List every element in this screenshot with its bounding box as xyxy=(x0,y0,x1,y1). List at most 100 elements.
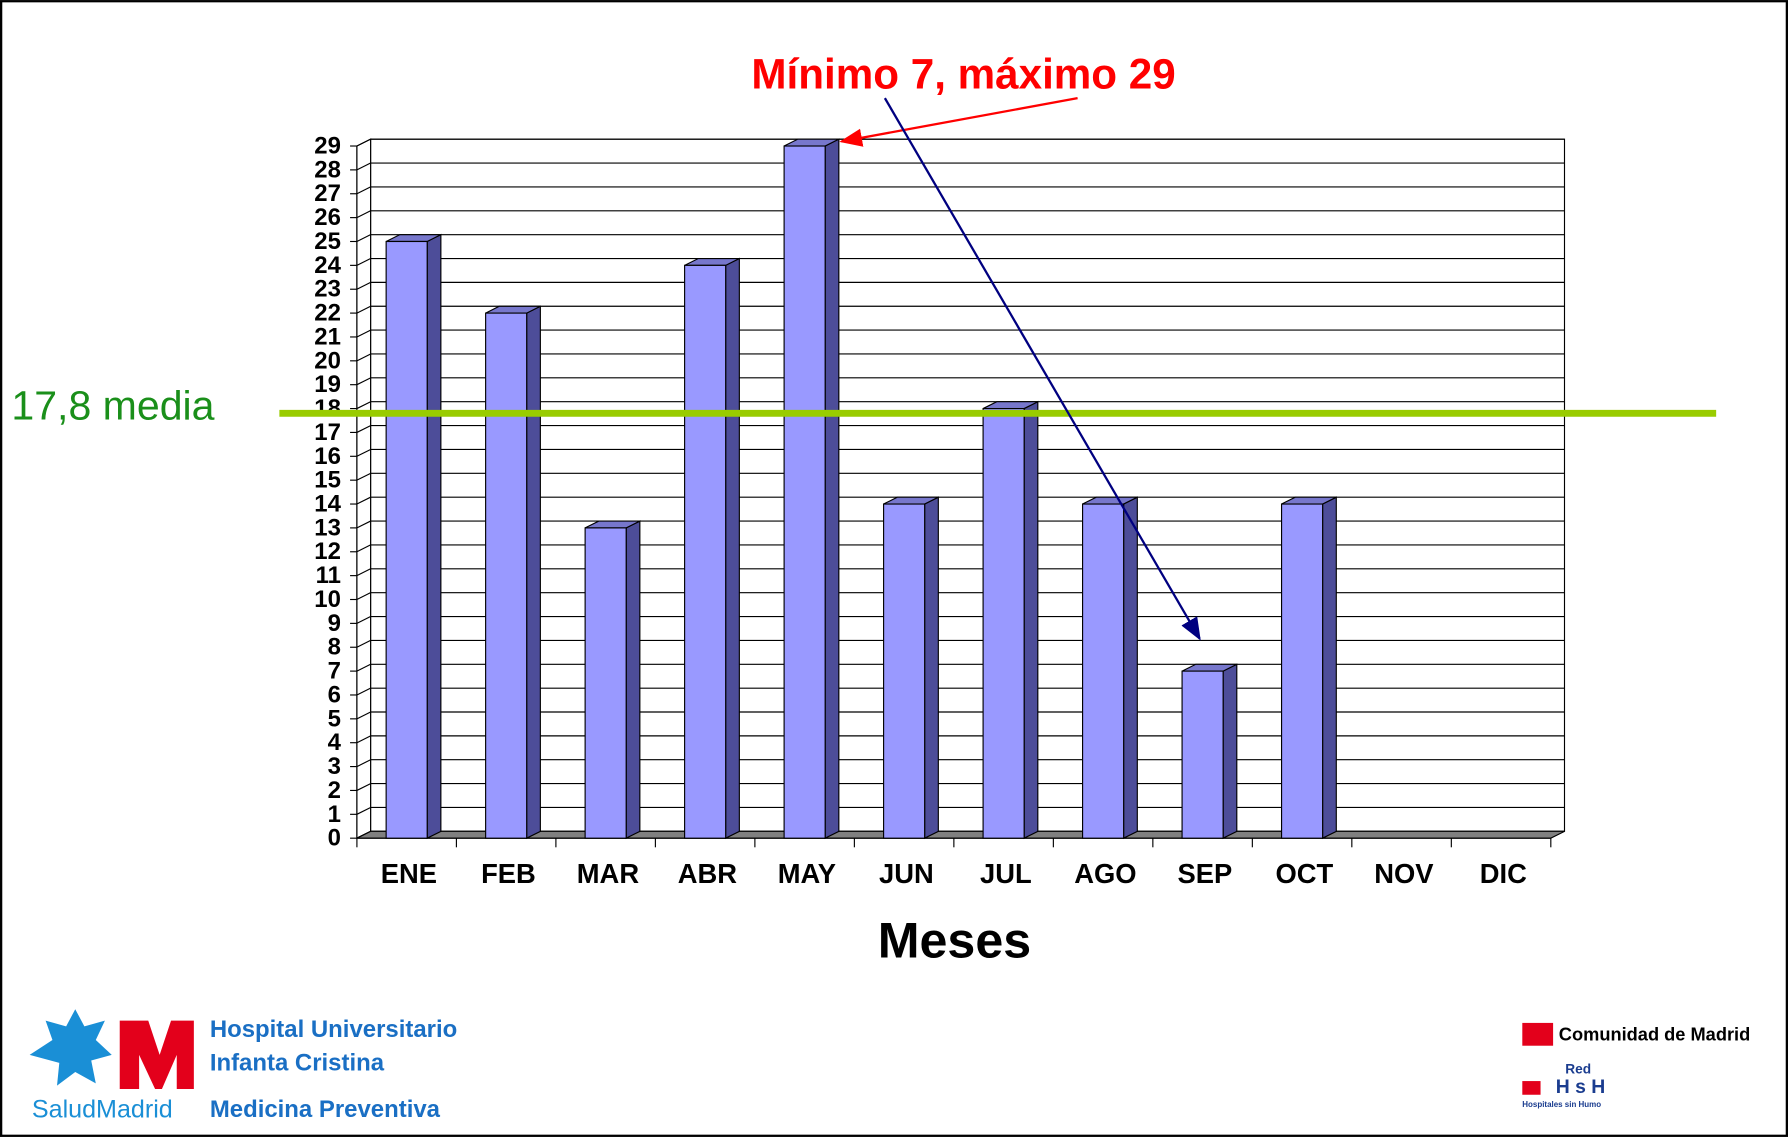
bar xyxy=(684,264,727,839)
y-tick-label: 18 xyxy=(314,395,341,422)
x-tick-label: JUN xyxy=(879,858,934,889)
bar xyxy=(1082,503,1125,839)
bar-side xyxy=(426,233,442,840)
y-tick-label: 1 xyxy=(328,801,341,828)
x-axis-title: Meses xyxy=(878,912,1031,968)
y-tick-label: 11 xyxy=(316,562,341,589)
bar xyxy=(1181,670,1224,839)
grid-line xyxy=(356,687,371,696)
back-wall xyxy=(370,138,1566,832)
mean-label: 17,8 media xyxy=(11,383,214,429)
y-tick-label: 14 xyxy=(314,491,341,518)
bar-side xyxy=(1222,663,1238,840)
grid-line xyxy=(356,568,371,577)
region-logo: Comunidad de Madrid Red H s H Hospitales… xyxy=(1522,1022,1750,1109)
grid-line xyxy=(356,592,371,601)
x-tick-label: MAR xyxy=(577,858,640,889)
grid-line xyxy=(356,544,371,553)
bar xyxy=(584,527,627,839)
grid-line xyxy=(356,663,371,672)
x-tick-label: SEP xyxy=(1178,858,1233,889)
grid-line xyxy=(356,234,371,242)
annotation-arrow xyxy=(839,97,1078,147)
y-tick-label: 26 xyxy=(314,204,341,231)
y-tick-label: 28 xyxy=(314,156,341,183)
x-tick-label: MAY xyxy=(778,858,836,889)
x-tick-label: ENE xyxy=(381,858,437,889)
y-tick-label: 3 xyxy=(328,753,341,780)
bar-side xyxy=(625,520,641,840)
grid-line xyxy=(356,759,371,768)
bar xyxy=(883,503,926,839)
department: Medicina Preventiva xyxy=(210,1096,441,1123)
x-tick-label: DIC xyxy=(1480,858,1527,889)
bar-side xyxy=(725,257,740,840)
bar-side xyxy=(1322,496,1337,840)
grid-line xyxy=(356,281,371,290)
y-tick-label: 19 xyxy=(314,371,341,398)
grid-line xyxy=(356,138,371,147)
y-tick-label: 20 xyxy=(314,347,341,374)
bar-side xyxy=(824,138,840,840)
y-tick-label: 5 xyxy=(328,705,341,732)
x-tick-label: JUL xyxy=(980,858,1032,889)
y-tick-label: 2 xyxy=(328,777,341,804)
grid-line xyxy=(356,783,371,791)
hospital-name: Hospital Universitario xyxy=(210,1016,457,1043)
y-tick-label: 22 xyxy=(314,300,341,327)
x-tick-label: OCT xyxy=(1275,858,1333,889)
bar xyxy=(485,312,528,839)
region: Comunidad de Madrid xyxy=(1559,1023,1750,1044)
grid-line xyxy=(356,401,371,410)
plot: 0123456789101112131415161718192021222324… xyxy=(11,132,1717,889)
y-tick-label: 12 xyxy=(314,538,341,565)
grid-line xyxy=(356,353,371,362)
salud-logo: SaludMadrid Hospital Universitario Infan… xyxy=(29,1009,457,1123)
grid-line xyxy=(356,448,371,457)
grid-line xyxy=(356,425,371,433)
grid-line xyxy=(356,711,371,720)
grid-line xyxy=(356,639,371,648)
grid-line xyxy=(356,377,371,386)
grid-line xyxy=(356,806,371,815)
y-tick-label: 15 xyxy=(314,467,341,494)
bar xyxy=(783,145,826,839)
brand: SaludMadrid xyxy=(32,1095,173,1123)
grid-line xyxy=(356,210,371,219)
y-tick-label: 23 xyxy=(314,276,341,303)
y-tick-label: 9 xyxy=(328,610,341,637)
bar xyxy=(1280,503,1324,839)
x-tick-label: ABR xyxy=(678,858,738,889)
y-tick-label: 24 xyxy=(314,252,341,279)
grid-line xyxy=(356,305,371,314)
y-tick-label: 6 xyxy=(328,681,341,708)
network: Red xyxy=(1565,1061,1591,1076)
y-tick-label: 21 xyxy=(314,323,341,350)
y-tick-label: 16 xyxy=(314,443,341,470)
grid-line xyxy=(356,329,371,338)
grid-line xyxy=(356,616,371,624)
grid-line xyxy=(356,520,371,529)
y-tick-label: 17 xyxy=(314,419,341,446)
bar-side xyxy=(924,496,939,840)
left-wall xyxy=(356,138,372,840)
bar-side xyxy=(526,305,541,840)
x-tick-label: NOV xyxy=(1374,858,1434,889)
network: H s H xyxy=(1556,1076,1606,1098)
y-tick-label: 4 xyxy=(328,729,342,756)
bar xyxy=(982,407,1025,839)
bar-side xyxy=(1123,496,1138,840)
y-tick-label: 13 xyxy=(314,514,341,541)
annotation-arrow xyxy=(883,97,1201,641)
grid-line xyxy=(356,162,371,171)
grid-line xyxy=(356,496,371,505)
network: Hospitales sin Humo xyxy=(1522,1100,1601,1109)
y-tick-label: 0 xyxy=(328,825,341,852)
chart-title: Mínimo 7, máximo 29 xyxy=(751,51,1175,98)
grid-line xyxy=(356,472,371,481)
y-tick-label: 25 xyxy=(314,228,341,255)
x-tick-label: FEB xyxy=(481,858,536,889)
y-tick-label: 29 xyxy=(314,132,341,159)
